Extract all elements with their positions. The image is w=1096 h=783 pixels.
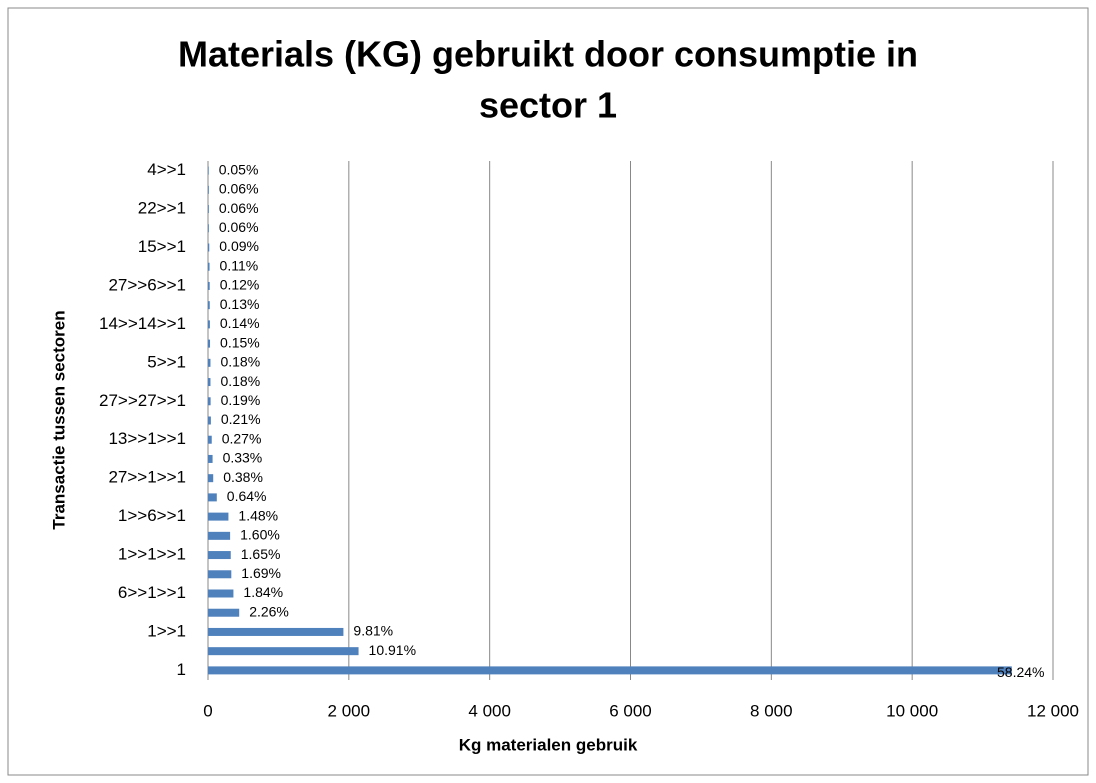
y-tick-label: 22>>1	[138, 199, 186, 218]
data-label: 0.06%	[219, 181, 259, 197]
bar	[208, 570, 232, 579]
data-label: 0.18%	[220, 373, 260, 389]
x-tick-label: 8 000	[750, 701, 793, 720]
bar	[208, 205, 209, 214]
bar	[208, 262, 210, 271]
y-tick-label: 15>>1	[138, 237, 186, 256]
y-tick-label: 14>>14>>1	[99, 314, 186, 333]
y-tick-label: 4>>1	[147, 160, 186, 179]
y-tick-label: 1	[177, 660, 186, 679]
bar	[208, 281, 210, 290]
data-label: 0.15%	[220, 334, 260, 350]
bar	[208, 378, 211, 387]
bar	[208, 339, 211, 348]
bar	[208, 647, 359, 656]
data-label: 0.18%	[220, 354, 260, 370]
data-label: 0.19%	[221, 392, 261, 408]
data-label: 0.64%	[227, 488, 267, 504]
bar	[208, 358, 211, 367]
chart-title: sector 1	[479, 85, 617, 126]
data-label: 0.09%	[219, 238, 259, 254]
bar	[208, 301, 210, 310]
bar	[208, 627, 344, 636]
x-tick-label: 10 000	[886, 701, 938, 720]
bar	[208, 397, 211, 406]
data-label: 0.27%	[222, 430, 262, 446]
y-axis-title: Transactie tussen sectoren	[49, 310, 68, 529]
data-label: 0.14%	[220, 315, 260, 331]
y-tick-label: 6>>1>>1	[118, 583, 186, 602]
data-label: 0.33%	[223, 450, 263, 466]
data-label: 1.69%	[241, 565, 281, 581]
x-tick-label: 12 000	[1027, 701, 1079, 720]
data-label: 0.12%	[220, 277, 260, 293]
data-label: 0.38%	[223, 469, 263, 485]
bar	[208, 666, 1012, 675]
y-tick-label: 27>>6>>1	[108, 275, 186, 294]
y-tick-label: 27>>1>>1	[108, 468, 186, 487]
x-tick-label: 0	[203, 701, 212, 720]
data-label: 1.48%	[238, 507, 278, 523]
data-label: 1.84%	[243, 584, 283, 600]
data-label: 10.91%	[369, 642, 416, 658]
bar	[208, 512, 229, 521]
data-label: 0.06%	[219, 219, 259, 235]
chart-title: Materials (KG) gebruikt door consumptie …	[178, 34, 918, 75]
bar	[208, 493, 217, 502]
y-tick-label: 27>>27>>1	[99, 391, 186, 410]
x-tick-label: 4 000	[468, 701, 511, 720]
y-tick-label: 1>>6>>1	[118, 506, 186, 525]
y-tick-label: 1>>1>>1	[118, 545, 186, 564]
data-label: 1.65%	[241, 546, 281, 562]
y-tick-label: 5>>1	[147, 352, 186, 371]
data-label: 58.24%	[997, 664, 1044, 680]
data-label: 1.60%	[240, 527, 280, 543]
bar	[208, 185, 209, 194]
bar	[208, 166, 209, 175]
bar	[208, 551, 231, 560]
chart-frame	[7, 7, 1089, 776]
bar	[208, 589, 234, 598]
bar	[208, 531, 231, 540]
bar	[208, 608, 240, 617]
bar	[208, 435, 212, 444]
x-tick-label: 6 000	[609, 701, 652, 720]
data-label: 2.26%	[249, 603, 289, 619]
bar	[208, 320, 210, 329]
data-label: 0.13%	[220, 296, 260, 312]
y-tick-label: 1>>1	[147, 621, 186, 640]
bar	[208, 243, 210, 252]
data-label: 0.21%	[221, 411, 261, 427]
bar	[208, 474, 214, 483]
bar	[208, 454, 213, 463]
bar	[208, 224, 209, 233]
x-axis-title: Kg materialen gebruik	[459, 735, 638, 754]
bar	[208, 416, 211, 425]
data-label: 9.81%	[353, 623, 393, 639]
y-tick-label: 13>>1>>1	[108, 429, 186, 448]
data-label: 0.11%	[220, 257, 259, 273]
x-tick-label: 2 000	[328, 701, 371, 720]
data-label: 0.05%	[219, 161, 259, 177]
data-label: 0.06%	[219, 200, 259, 216]
